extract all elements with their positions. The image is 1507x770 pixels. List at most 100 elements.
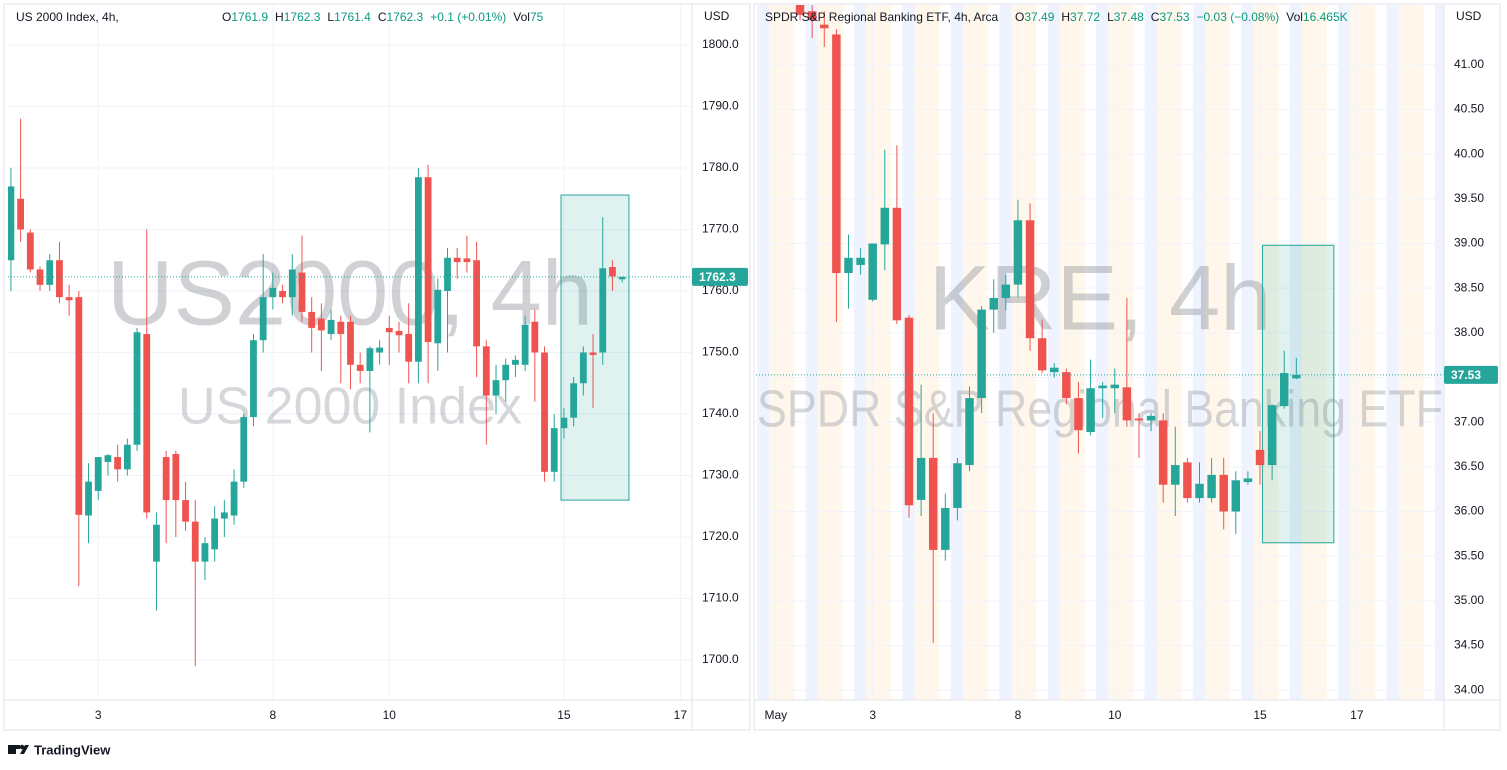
candle-body — [356, 364, 364, 371]
candle-body — [123, 444, 131, 470]
candle-body — [795, 5, 805, 15]
legend-label: Vol — [513, 10, 530, 24]
candle-body — [385, 327, 393, 333]
candle-body — [26, 232, 34, 270]
legend-label: H — [1061, 10, 1070, 24]
candle-body — [807, 11, 817, 21]
candle-body — [444, 257, 451, 291]
candle-body — [482, 346, 490, 396]
y-tick-label: 1730.0 — [702, 468, 739, 482]
y-tick-label: 34.00 — [1454, 682, 1484, 696]
tradingview-logo — [8, 744, 29, 754]
candle-body — [1243, 478, 1253, 483]
candle-body — [928, 457, 938, 550]
legend-label: L — [1107, 10, 1114, 24]
x-tick-label: 10 — [383, 708, 397, 722]
candle-body — [1219, 474, 1228, 512]
post-market-band — [769, 5, 795, 700]
candle-body — [989, 298, 998, 310]
y-tick-label: 36.00 — [1454, 504, 1484, 518]
candle-body — [541, 352, 548, 472]
currency-label: USD — [1456, 9, 1482, 23]
legend-label: O — [222, 10, 231, 24]
candle-body — [434, 289, 442, 344]
candle-body — [599, 268, 607, 353]
legend: O37.49 H37.72 L37.48 C37.53 −0.03 (−0.08%) Vo… — [1015, 10, 1348, 24]
candle-body — [953, 463, 962, 508]
candle-body — [162, 457, 170, 501]
y-tick-label: 1700.0 — [702, 652, 739, 666]
candle-body — [259, 297, 267, 341]
watermark-description: SPDR S&P Regional Banking ETF — [757, 381, 1443, 439]
pre-market-band — [1047, 5, 1060, 700]
legend-label: C — [378, 10, 387, 24]
candle-body — [618, 276, 626, 280]
y-tick-label: 1800.0 — [702, 37, 739, 51]
candle-body — [1013, 220, 1023, 285]
candle-body — [1158, 420, 1168, 485]
candle-body — [492, 380, 500, 396]
pre-market-band — [854, 5, 867, 700]
x-tick-label: 17 — [1350, 708, 1364, 722]
y-tick-label: 39.50 — [1454, 191, 1484, 205]
candle-body — [347, 321, 354, 365]
chart-title: SPDR S&P Regional Banking ETF, 4h, Arca — [765, 10, 999, 24]
post-market-band — [1205, 5, 1230, 700]
candle-body — [201, 543, 209, 562]
pre-market-band — [1338, 5, 1351, 700]
panel-border — [3, 3, 751, 731]
candle-body — [191, 521, 199, 562]
post-market-band — [1011, 5, 1037, 700]
x-tick-label: 15 — [557, 708, 571, 722]
legend-label: O — [1015, 10, 1024, 24]
post-market-band — [1059, 5, 1085, 700]
candle-body — [977, 309, 986, 399]
candle-body — [75, 297, 83, 515]
candle-body — [473, 260, 481, 347]
y-tick-label: 35.50 — [1454, 548, 1484, 562]
candle-body — [114, 457, 122, 470]
candle-body — [104, 455, 112, 462]
candle-body — [1025, 220, 1035, 339]
y-tick-label: 35.00 — [1454, 593, 1484, 607]
pre-market-band — [999, 5, 1012, 700]
candle-body — [570, 383, 578, 418]
legend-label: H — [275, 10, 284, 24]
last-price-label: 37.53 — [1451, 368, 1481, 382]
legend-value: 1761.4 — [334, 10, 371, 24]
post-market-band — [1156, 5, 1182, 700]
candle-body — [1207, 474, 1216, 499]
candle-body — [133, 332, 141, 445]
candle-body — [1183, 462, 1192, 499]
pre-market-band — [1289, 5, 1302, 700]
candle-body — [820, 24, 829, 29]
candle-body — [550, 428, 558, 472]
y-tick-label: 38.00 — [1454, 325, 1484, 339]
x-tick-label: May — [765, 708, 788, 722]
candle-body — [453, 257, 461, 263]
legend-value: 1762.3 — [284, 10, 321, 24]
candle-body — [230, 481, 238, 516]
pre-market-band — [1144, 5, 1157, 700]
candle-body — [502, 364, 510, 381]
last-price-badge — [692, 267, 748, 286]
candle-body — [288, 269, 296, 298]
y-tick-label: 1720.0 — [702, 529, 739, 543]
last-price-label: 1762.3 — [699, 270, 736, 284]
candle-body — [279, 290, 286, 298]
candle-body — [94, 457, 102, 491]
x-tick-label: 3 — [869, 708, 876, 722]
candle-body — [317, 318, 325, 331]
candle-body — [182, 500, 189, 522]
candle-body — [560, 417, 568, 429]
candle-body — [1231, 480, 1241, 512]
legend-label: L — [327, 10, 334, 24]
candle-body — [1062, 372, 1071, 399]
candle-body — [143, 334, 151, 513]
candle-body — [904, 317, 914, 506]
candle-body — [916, 457, 926, 500]
x-tick-label: 3 — [95, 708, 102, 722]
pre-market-band — [950, 5, 963, 700]
